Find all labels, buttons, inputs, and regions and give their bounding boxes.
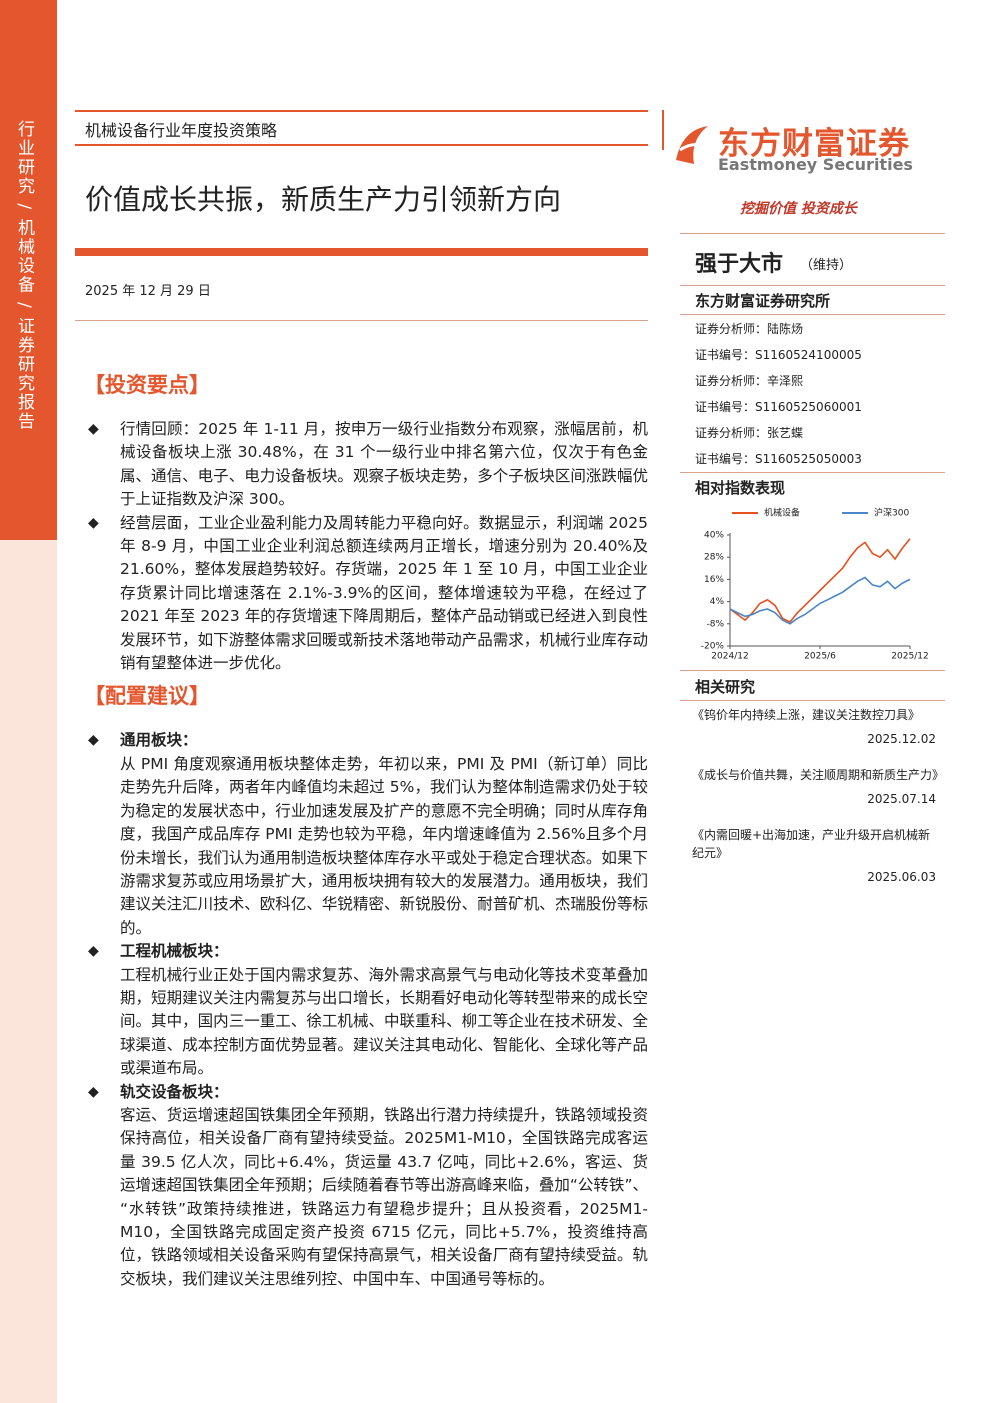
rating-note: （维持） bbox=[800, 258, 853, 273]
rule bbox=[680, 285, 945, 286]
slogan: 挖掘价值 投资成长 bbox=[740, 201, 857, 217]
related-title: 《内需回暖+出海加速，产业升级开启机械新纪元》 bbox=[692, 828, 931, 860]
bullet-text: 行情回顾：2025 年 1-11 月，按申万一级行业指数分布观察，涨幅居前，机械… bbox=[120, 420, 648, 509]
related-date: 2025.12.02 bbox=[867, 732, 936, 746]
y-tick-label: 16% bbox=[704, 575, 724, 585]
rule bbox=[75, 144, 648, 146]
rating: 强于大市 bbox=[695, 252, 784, 277]
y-tick-label: -20% bbox=[701, 642, 725, 652]
related-title: 《成长与价值共舞，关注顺周期和新质生产力》 bbox=[692, 768, 945, 782]
related-title: 《钨价年内持续上涨，建议关注数控刀具》 bbox=[692, 708, 921, 722]
bullet-text: 从 PMI 角度观察通用板块整体走势，年初以来，PMI 及 PMI（新订单）同比… bbox=[120, 754, 648, 937]
report-category: 机械设备行业年度投资策略 bbox=[85, 121, 278, 140]
analyst-line: 证券分析师：张艺蝶 bbox=[695, 426, 804, 440]
series-line bbox=[729, 576, 911, 625]
sidebar-text: 行业研究 / 机械设备 / 证券研究报告 bbox=[14, 120, 34, 432]
y-tick-label: 4% bbox=[710, 597, 725, 607]
series-line bbox=[729, 538, 911, 624]
section-title: 【配置建议】 bbox=[84, 684, 210, 709]
institute: 东方财富证券研究所 bbox=[695, 292, 831, 310]
y-tick-label: 40% bbox=[704, 531, 724, 541]
bullet-heading: 工程机械板块： bbox=[120, 942, 229, 961]
analyst-line: 证书编号：S1160524100005 bbox=[695, 348, 862, 362]
brand-name: 东方财富证券 bbox=[718, 126, 910, 162]
related-date: 2025.06.03 bbox=[867, 870, 936, 884]
rule bbox=[680, 700, 945, 701]
bullet: 通用板块： 从 PMI 角度观察通用板块整体走势，年初以来，PMI 及 PMI（新… bbox=[88, 729, 648, 940]
y-tick-label: -8% bbox=[706, 619, 724, 629]
report-date: 2025 年 12 月 29 日 bbox=[85, 284, 211, 299]
related-date: 2025.07.14 bbox=[867, 792, 936, 806]
bullet: 行情回顾：2025 年 1-11 月，按申万一级行业指数分布观察，涨幅居前，机械… bbox=[88, 418, 648, 512]
bullet-heading: 通用板块： bbox=[120, 731, 198, 750]
title-bar bbox=[75, 248, 648, 256]
bullet-text: 工程机械行业正处于国内需求复苏、海外需求高景气与电动化等技术变革叠加期，短期建议… bbox=[120, 965, 648, 1078]
x-tick-label: 2024/12 bbox=[711, 652, 748, 662]
rule bbox=[680, 472, 945, 473]
chart-heading: 相对指数表现 bbox=[695, 479, 786, 497]
rule bbox=[680, 233, 945, 234]
rule bbox=[680, 314, 945, 315]
bullet: 经营层面，工业企业盈利能力及周转能力平稳向好。数据显示，利润端 2025 年 8… bbox=[88, 512, 648, 676]
legend-label: 机械设备 bbox=[764, 507, 800, 519]
analyst-line: 证书编号：S1160525050003 bbox=[695, 452, 862, 466]
x-tick-label: 2025/12 bbox=[891, 652, 928, 662]
bullet-heading: 轨交设备板块： bbox=[120, 1082, 229, 1101]
chart: 40% 28% 16% 4% -8% -20%2024/12 2025/6 2025/12 机械… bbox=[701, 507, 929, 662]
brand-name-en: Eastmoney Securities bbox=[718, 155, 913, 174]
rule bbox=[75, 110, 648, 112]
logo-icon bbox=[676, 126, 708, 164]
bullet: 轨交设备板块： 客运、货运增速超国铁集团全年预期，铁路出行潜力持续提升，铁路领域投… bbox=[88, 1081, 648, 1292]
section-title: 【投资要点】 bbox=[84, 373, 210, 397]
analyst-line: 证券分析师：陆陈炀 bbox=[695, 322, 804, 336]
rule bbox=[75, 320, 648, 321]
body: 【投资要点】行情回顾：2025 年 1-11 月，按申万一级行业指数分布观察，涨… bbox=[84, 370, 648, 1292]
y-tick-label: 28% bbox=[704, 553, 724, 563]
bullet-text: 客运、货运增速超国铁集团全年预期，铁路出行潜力持续提升，铁路领域投资保持高位，相… bbox=[120, 1105, 648, 1288]
analyst-line: 证券分析师：辛泽熙 bbox=[695, 374, 804, 388]
sidebar bbox=[0, 0, 57, 1403]
legend-label: 沪深300 bbox=[874, 507, 909, 519]
bullet: 工程机械板块： 工程机械行业正处于国内需求复苏、海外需求高景气与电动化等技术变革叠… bbox=[88, 940, 648, 1080]
report-title: 价值成长共振，新质生产力引领新方向 bbox=[85, 183, 562, 216]
related-heading: 相关研究 bbox=[695, 678, 756, 696]
x-tick-label: 2025/6 bbox=[804, 652, 836, 662]
rule bbox=[680, 670, 945, 671]
analyst-line: 证书编号：S1160525060001 bbox=[695, 400, 862, 414]
rule bbox=[662, 110, 664, 150]
bullet-text: 经营层面，工业企业盈利能力及周转能力平稳向好。数据显示，利润端 2025 年 8… bbox=[120, 513, 648, 673]
